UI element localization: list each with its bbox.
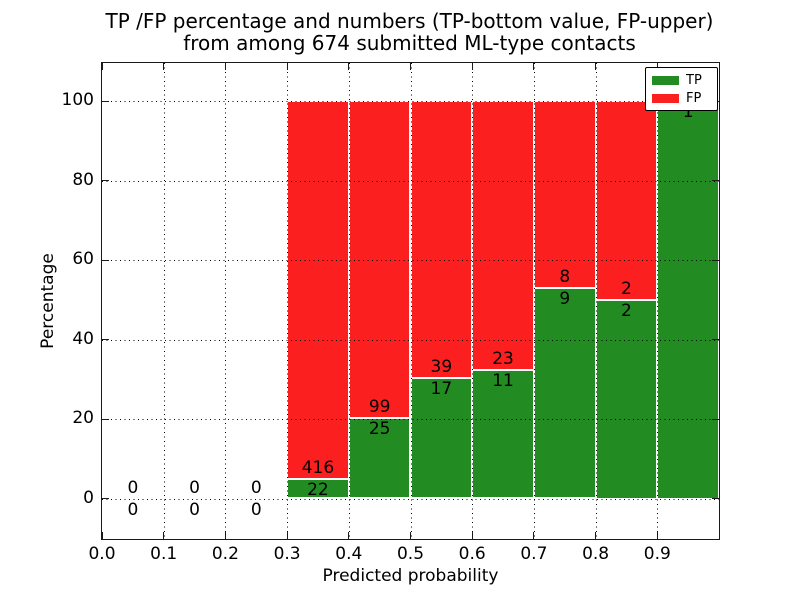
x-tick-label: 0.2: [211, 544, 239, 564]
fp-count-label: 416: [301, 457, 335, 478]
gridline-vertical: [163, 63, 165, 539]
gridline-vertical: [595, 63, 597, 539]
x-tick-label: 0.6: [458, 544, 486, 564]
y-tick-left: [102, 259, 109, 261]
y-tick-left: [102, 100, 109, 102]
x-tick-top: [224, 63, 226, 70]
x-tick-top: [348, 63, 350, 70]
legend-entry-tp: TP: [652, 72, 717, 89]
x-tick-label: 0.8: [582, 544, 610, 564]
chart-title: TP /FP percentage and numbers (TP-bottom…: [101, 10, 718, 54]
fp-color-swatch: [652, 94, 679, 103]
x-tick-label: 0.0: [88, 544, 116, 564]
bar-segment-fp: [287, 101, 349, 479]
legend: TP FP: [645, 67, 718, 111]
y-tick-right: [712, 339, 719, 340]
y-tick-right: [712, 418, 719, 420]
y-tick-left: [102, 418, 109, 420]
x-tick-label: 0.9: [643, 544, 671, 564]
tp-count-label: 17: [430, 378, 453, 399]
bar-segment-fp: [348, 101, 411, 419]
x-tick-bottom: [163, 532, 165, 539]
x-tick-bottom: [348, 532, 350, 539]
x-tick-top: [471, 63, 473, 70]
x-tick-bottom: [656, 532, 658, 539]
tp-count-label: 1: [682, 102, 694, 122]
x-tick-bottom: [286, 532, 288, 539]
legend-entry-fp: FP: [652, 90, 717, 107]
chart-title-line-1: TP /FP percentage and numbers (TP-bottom…: [105, 9, 714, 33]
y-tick-right: [712, 498, 719, 499]
chart-title-line-2: from among 674 submitted ML-type contact…: [183, 31, 636, 55]
x-tick-top: [163, 63, 165, 70]
x-tick-top: [410, 63, 411, 70]
fp-count-label: 23: [492, 348, 514, 369]
x-tick-label: 0.1: [150, 544, 178, 564]
x-tick-top: [656, 63, 658, 70]
x-tick-bottom: [533, 532, 535, 539]
tp-count-label: 0: [250, 499, 262, 520]
y-tick-right: [712, 180, 719, 181]
tp-color-swatch: [652, 76, 679, 85]
y-tick-label: 40: [72, 328, 94, 349]
y-tick-label: 100: [61, 90, 94, 110]
tp-count-label: 9: [559, 289, 571, 310]
fp-count-label: 0: [189, 477, 200, 498]
legend-label-fp: FP: [686, 91, 702, 106]
y-tick-left: [102, 180, 109, 181]
bar-segment-tp: [348, 418, 411, 499]
legend-label-tp: TP: [686, 73, 702, 88]
gridline-vertical: [287, 63, 289, 539]
x-tick-label: 0.4: [335, 544, 363, 564]
x-tick-top: [101, 63, 103, 70]
x-tick-top: [595, 63, 597, 70]
x-tick-bottom: [410, 532, 411, 539]
x-tick-top: [286, 63, 288, 70]
gridline-vertical: [472, 63, 474, 539]
fp-count-label: 99: [368, 397, 391, 418]
gridline-vertical: [410, 63, 412, 539]
x-axis-label: Predicted probability: [322, 566, 499, 586]
x-tick-top: [533, 63, 535, 70]
y-tick-left: [102, 498, 109, 499]
bar-segment-tp: [410, 377, 473, 499]
gridline-vertical: [348, 63, 350, 539]
x-tick-bottom: [101, 532, 103, 539]
x-tick-label: 0.3: [273, 544, 301, 564]
tp-count-label: 22: [307, 479, 329, 500]
gridline-vertical: [225, 63, 227, 539]
bar-segment-fp: [410, 101, 473, 378]
fp-count-label: 0: [250, 477, 262, 498]
tp-count-label: 0: [127, 499, 139, 520]
y-tick-label: 20: [72, 408, 94, 428]
gridline-vertical: [533, 63, 535, 539]
bar-segment-tp: [657, 101, 719, 499]
tp-count-label: 25: [368, 419, 391, 440]
gridline-vertical: [657, 63, 659, 539]
y-tick-label: 80: [72, 169, 94, 190]
bar-segment-tp: [595, 299, 658, 499]
y-tick-left: [102, 339, 109, 340]
x-tick-bottom: [224, 532, 226, 539]
tp-count-label: 0: [189, 499, 200, 520]
y-tick-label: 60: [72, 249, 94, 269]
x-tick-bottom: [471, 532, 473, 539]
fp-count-label: 2: [621, 278, 632, 299]
tp-count-label: 2: [621, 300, 632, 321]
y-tick-label: 0: [83, 487, 94, 508]
bar-segment-tp: [533, 288, 596, 499]
tp-count-label: 11: [492, 370, 514, 391]
fp-count-label: 39: [430, 356, 453, 377]
y-tick-right: [712, 259, 719, 261]
x-tick-bottom: [595, 532, 597, 539]
fp-count-label: 0: [127, 477, 139, 498]
x-tick-label: 0.5: [396, 544, 425, 564]
bar-segment-fp: [595, 101, 658, 300]
fp-count-label: 8: [559, 267, 571, 288]
x-tick-label: 0.7: [520, 544, 548, 564]
bar-segment-fp: [472, 101, 534, 370]
